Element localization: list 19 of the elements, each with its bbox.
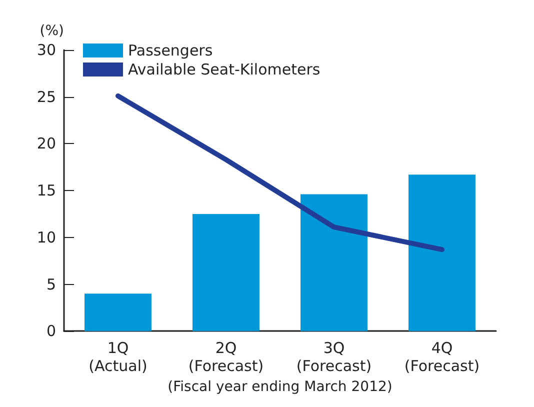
- bar: [192, 214, 260, 332]
- bar: [408, 174, 476, 332]
- bar: [300, 194, 368, 332]
- x-tick-label: 2Q (Forecast): [188, 339, 264, 376]
- y-tick-label: 10: [36, 228, 56, 246]
- x-axis-title: (Fiscal year ending March 2012): [168, 379, 392, 395]
- y-tick-label: 30: [36, 41, 56, 59]
- y-tick-label: 25: [36, 88, 56, 106]
- x-tick-label: 3Q (Forecast): [296, 339, 372, 376]
- y-tick-label: 15: [36, 182, 56, 200]
- bar: [84, 294, 152, 332]
- y-tick-label: 20: [36, 134, 56, 153]
- x-tick-label: 4Q (Forecast): [404, 339, 480, 376]
- legend-label: Passengers: [128, 42, 213, 60]
- legend-label: Available Seat-Kilometers: [128, 60, 320, 78]
- y-axis-title: (%): [40, 23, 64, 39]
- y-tick-label: 0: [46, 322, 56, 340]
- x-tick-label: 1Q (Actual): [88, 339, 148, 376]
- y-tick-label: 5: [46, 275, 56, 294]
